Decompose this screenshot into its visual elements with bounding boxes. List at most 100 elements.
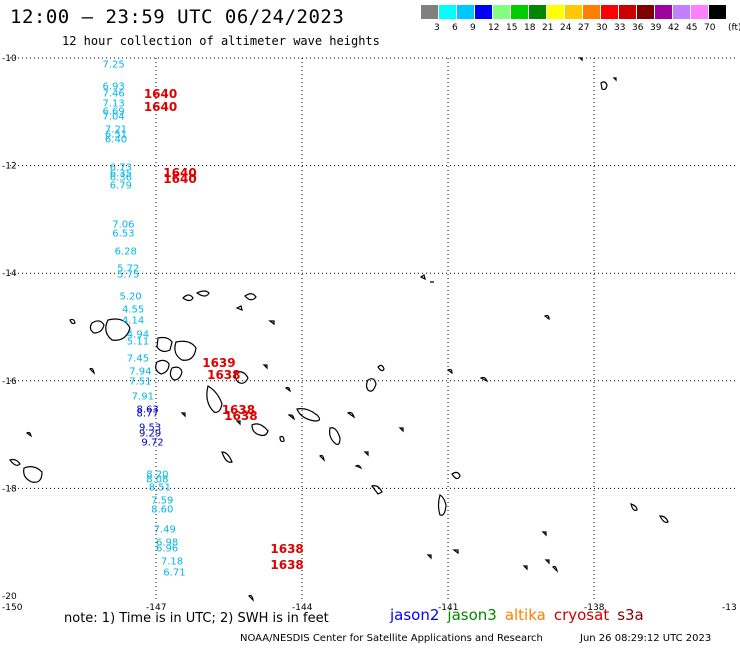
island-outline: [248, 594, 254, 602]
island-outline: [543, 314, 550, 321]
wave-height-value: 8.51: [148, 482, 171, 494]
colorbar-label: 15: [506, 23, 518, 33]
wave-height-value: 7.18: [160, 556, 184, 568]
longitude-label: -13: [722, 603, 737, 613]
wave-height-value: 6.36: [109, 172, 133, 184]
island-outline: [105, 318, 131, 341]
wave-height-value: 5.75: [117, 269, 140, 281]
island-outline: [69, 318, 76, 325]
colorbar-swatch: [439, 5, 456, 19]
island-outline: [262, 364, 268, 370]
island-outline: [89, 367, 95, 375]
island-outline: [451, 471, 461, 480]
colorbar-swatch: [673, 5, 690, 19]
colorbar-label: 9: [470, 23, 476, 33]
colorbar-label: 18: [524, 23, 536, 33]
island-outline: [279, 435, 285, 443]
colorbar-swatch: [601, 5, 618, 19]
pass-time-label: 1638: [224, 408, 258, 423]
wave-height-value: 6.28: [114, 246, 137, 258]
island-outline: [329, 427, 341, 445]
colorbar-label: 70: [704, 23, 716, 33]
wave-height-value: 7.45: [126, 353, 150, 365]
colorbar-label: 30: [596, 23, 608, 33]
island-outline: [155, 359, 170, 375]
wave-height-value: 6.98: [156, 537, 179, 549]
island-outline: [156, 336, 173, 353]
longitude-label: -150: [2, 603, 23, 613]
wave-height-value: 7.91: [131, 391, 154, 403]
wave-height-value: 7.46: [102, 88, 125, 99]
island-outline: [169, 366, 183, 381]
footnote: note: 1) Time is in UTC; 2) SWH is in fe…: [64, 611, 329, 626]
island-outline: [541, 531, 547, 537]
latitude-label: -20: [2, 592, 17, 602]
island-outline: [479, 376, 489, 383]
wave-height-value: 7.59: [151, 495, 174, 507]
longitude-label: -147: [146, 603, 166, 613]
wave-height-value: 7.06: [112, 219, 135, 231]
satellite-legend: jason2 jason3 altika cryosat s3a: [390, 606, 652, 624]
colorbar-label: 45: [686, 23, 698, 33]
colorbar-label: 42: [668, 23, 680, 33]
wave-height-value: 6.93: [102, 81, 125, 92]
credit-line: NOAA/NESDIS Center for Satellite Applica…: [240, 633, 543, 644]
pass-time-label: 1638: [270, 541, 304, 556]
island-outline: [522, 565, 528, 571]
longitude-label: -144: [292, 603, 313, 613]
colorbar-swatch: [529, 5, 546, 19]
wave-height-value: 6.71: [163, 567, 186, 579]
colorbar-label: 24: [560, 23, 572, 33]
wave-height-value: 6.40: [104, 134, 128, 146]
island-outline: [234, 371, 249, 384]
island-outline: [23, 466, 43, 483]
island-outline: [251, 423, 269, 437]
island-outline: [630, 503, 638, 511]
wave-height-value: 4.94: [126, 329, 150, 341]
island-outline: [612, 77, 617, 82]
colorbar-label: 39: [650, 23, 662, 33]
wave-height-value: 6.51: [104, 129, 128, 141]
colorbar-swatch: [457, 5, 474, 19]
pass-time-label: 1639: [202, 356, 236, 371]
wave-height-value: 5.72: [117, 263, 140, 275]
colorbar-swatch: [637, 5, 654, 19]
wave-height-value: 6.73: [109, 162, 133, 174]
island-outline: [377, 364, 385, 372]
pass-time-label: 1638: [221, 403, 256, 418]
colorbar-label: 27: [578, 23, 590, 33]
colorbar-swatch: [475, 5, 492, 19]
island-outline: [244, 293, 257, 301]
island-outline: [206, 385, 223, 413]
latitude-label: -12: [2, 162, 17, 172]
legend-satellite-altika: altika: [504, 606, 546, 624]
wave-height-value: 6.96: [156, 543, 179, 555]
wave-height-value: 9.53: [138, 422, 162, 434]
island-outline: [426, 554, 432, 560]
island-outline: [600, 81, 608, 91]
island-outline: [284, 386, 291, 393]
legend-satellite-s3a: s3a: [617, 606, 644, 624]
longitude-label: -138: [584, 603, 605, 613]
colorbar-swatch: [565, 5, 582, 19]
island-outline: [319, 454, 325, 462]
colorbar-swatch: [709, 5, 726, 19]
pass-time-label: 1640: [163, 165, 197, 180]
colorbar-swatch: [655, 5, 672, 19]
pass-time-label: 1640: [143, 86, 178, 101]
colorbar-label: 6: [452, 23, 458, 33]
generated-timestamp: Jun 26 08:29:12 UTC 2023: [580, 633, 712, 644]
wave-height-value: 5.20: [119, 291, 142, 303]
wave-height-value: 8.77: [136, 408, 159, 420]
longitude-label: -141: [438, 603, 458, 613]
island-outline: [287, 414, 295, 421]
island-outline: [89, 320, 105, 334]
colorbar-swatch: [511, 5, 528, 19]
wave-height-value: 9.29: [138, 428, 162, 440]
wave-height-value: 9.72: [141, 437, 164, 449]
colorbar-swatch: [583, 5, 600, 19]
colorbar-swatch: [691, 5, 708, 19]
colorbar-label: 33: [614, 23, 626, 33]
wave-height-value: 8.08: [146, 474, 169, 486]
island-outline: [174, 340, 197, 361]
